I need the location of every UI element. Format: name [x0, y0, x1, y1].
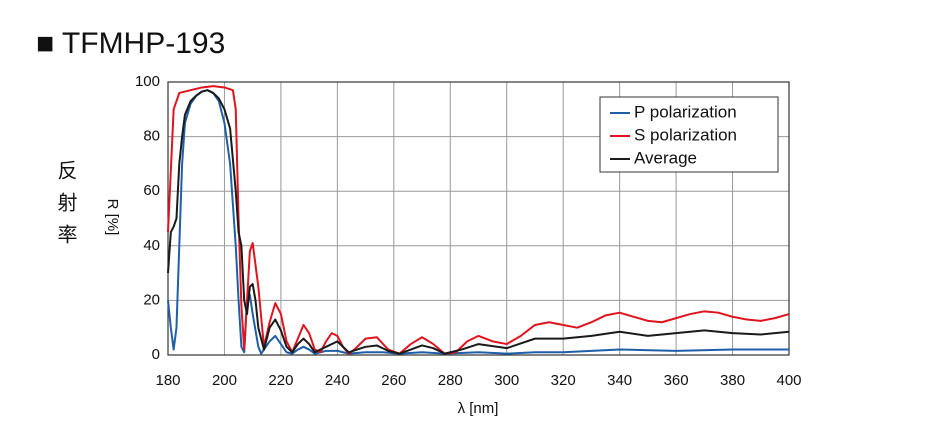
y-tick-label: 100: [135, 73, 160, 90]
x-tick-label: 320: [551, 372, 576, 389]
y-tick-label: 0: [152, 346, 160, 363]
x-tick-label: 220: [268, 372, 293, 389]
x-tick-label: 180: [155, 372, 180, 389]
legend-label: Average: [634, 148, 697, 167]
x-axis-label: λ [nm]: [458, 400, 499, 417]
x-tick-label: 260: [381, 372, 406, 389]
x-tick-label: 380: [720, 372, 745, 389]
y-tick-label: 20: [143, 291, 160, 308]
x-tick-label: 360: [664, 372, 689, 389]
legend-label: P polarization: [634, 102, 737, 121]
legend-label: S polarization: [634, 125, 737, 144]
series-line: [167, 89, 790, 355]
x-tick-label: 340: [607, 372, 632, 389]
x-tick-label: 240: [325, 372, 350, 389]
chart-title: ■ TFMHP-193: [36, 27, 225, 60]
series-line: [167, 85, 790, 355]
y-axis-label: R [%]: [104, 199, 121, 236]
y-side-label: 反射率: [54, 160, 78, 256]
x-tick-label: 280: [438, 372, 463, 389]
x-tick-label: 300: [494, 372, 519, 389]
y-tick-label: 40: [143, 237, 160, 254]
y-tick-label: 60: [143, 182, 160, 199]
x-tick-label: 200: [212, 372, 237, 389]
x-tick-label: 400: [776, 372, 801, 389]
y-tick-label: 80: [143, 128, 160, 145]
